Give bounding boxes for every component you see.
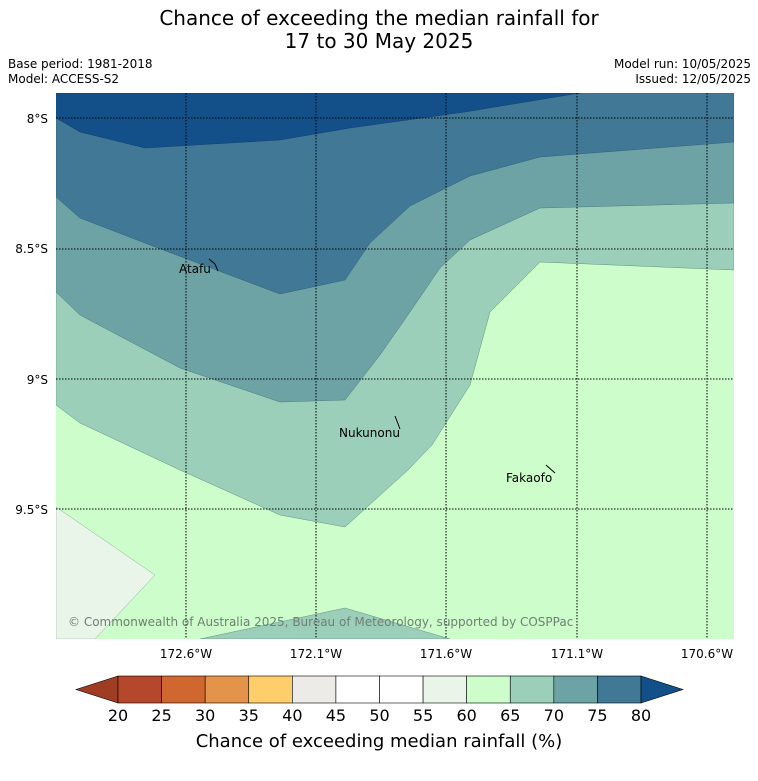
gridlines xyxy=(56,93,734,639)
map-title-line1: Chance of exceeding the median rainfall … xyxy=(159,6,599,30)
lon-label-171-6w: 171.6°W xyxy=(420,647,472,661)
atolls xyxy=(208,258,556,474)
colorbar-swatch-20-25 xyxy=(117,675,162,704)
contour-55-60 xyxy=(56,506,156,639)
lat-label-9-5s: 9.5°S xyxy=(15,503,48,517)
model-name: Model: ACCESS-S2 xyxy=(8,72,120,86)
colorbar-swatch-60-65 xyxy=(466,675,511,704)
meta-left: Base period: 1981-2018 Model: ACCESS-S2 xyxy=(8,57,153,87)
place-atafu: Atafu xyxy=(179,262,211,276)
colorbar-title: Chance of exceeding median rainfall (%) xyxy=(195,731,563,752)
colorbar-swatch-65-70 xyxy=(509,675,555,704)
colorbar: 20 25 30 35 40 45 50 55 60 65 70 75 80 xyxy=(75,675,684,725)
atafu-coastline xyxy=(208,258,219,272)
lon-label-172-6w: 172.6°W xyxy=(160,647,212,661)
lat-label-9s: 9°S xyxy=(27,373,48,387)
base-period: Base period: 1981-2018 xyxy=(8,57,153,71)
colorbar-swatch-40-45 xyxy=(292,675,337,704)
lon-label-172-1w: 172.1°W xyxy=(290,647,342,661)
colorbar-tick-75: 75 xyxy=(587,706,607,725)
colorbar-tick-30: 30 xyxy=(195,706,215,725)
colorbar-tick-45: 45 xyxy=(326,706,346,725)
place-nukunonu: Nukunonu xyxy=(339,426,400,440)
lon-label-170-6w: 170.6°W xyxy=(681,647,733,661)
colorbar-tick-80: 80 xyxy=(631,706,651,725)
colorbar-swatch-55-60 xyxy=(422,675,467,704)
colorbar-tick-60: 60 xyxy=(456,706,476,725)
place-fakaofo: Fakaofo xyxy=(506,471,552,485)
lat-axis-labels: 8°S 8.5°S 9°S 9.5°S xyxy=(15,112,48,517)
contour-over-80 xyxy=(56,93,581,149)
colorbar-swatch-70-75 xyxy=(553,675,598,704)
colorbar-tick-25: 25 xyxy=(151,706,171,725)
lon-axis-labels: 172.6°W 172.1°W 171.6°W 171.1°W 170.6°W xyxy=(160,647,733,661)
colorbar-swatch-45-50 xyxy=(335,675,380,704)
lon-label-171-1w: 171.1°W xyxy=(551,647,603,661)
nukunonu-coastline xyxy=(394,415,401,430)
lat-label-8s: 8°S xyxy=(27,112,48,126)
colorbar-under-arrow xyxy=(75,675,119,704)
colorbar-tick-35: 35 xyxy=(239,706,259,725)
colorbar-tick-20: 20 xyxy=(108,706,128,725)
colorbar-tick-55: 55 xyxy=(413,706,433,725)
colorbar-tick-40: 40 xyxy=(282,706,302,725)
issued-date: Issued: 12/05/2025 xyxy=(635,72,751,86)
map-title-line2: 17 to 30 May 2025 xyxy=(284,29,474,53)
colorbar-swatch-50-55 xyxy=(379,675,424,704)
lat-label-8-5s: 8.5°S xyxy=(15,242,48,256)
colorbar-swatch-25-30 xyxy=(161,675,206,704)
model-run: Model run: 10/05/2025 xyxy=(613,57,751,71)
fakaofo-coastline xyxy=(545,464,556,474)
meta-right: Model run: 10/05/2025 Issued: 12/05/2025 xyxy=(614,57,751,87)
colorbar-swatch-30-35 xyxy=(204,675,250,704)
colorbar-tick-50: 50 xyxy=(369,706,389,725)
contour-65-70-south xyxy=(199,607,451,639)
colorbar-tick-65: 65 xyxy=(500,706,520,725)
colorbar-over-arrow xyxy=(640,675,684,704)
colorbar-swatch-75-80 xyxy=(597,675,642,704)
copyright-text: © Commonwealth of Australia 2025, Bureau… xyxy=(68,615,573,629)
colorbar-swatch-35-40 xyxy=(248,675,293,704)
colorbar-tick-70: 70 xyxy=(544,706,564,725)
probability-contours xyxy=(56,93,734,639)
